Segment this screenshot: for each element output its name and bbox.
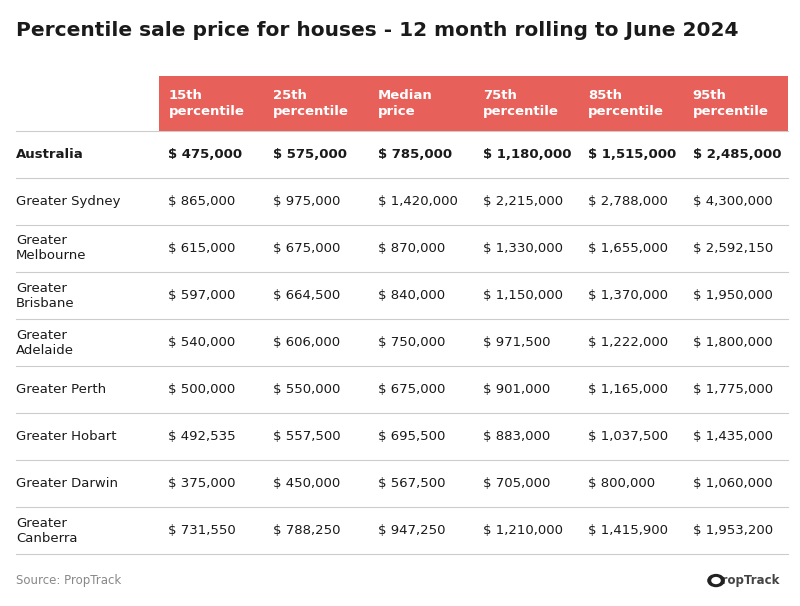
Text: Greater Sydney: Greater Sydney [16,195,121,208]
Text: $ 883,000: $ 883,000 [483,430,550,444]
Text: $ 901,000: $ 901,000 [483,383,550,396]
Text: $ 1,415,900: $ 1,415,900 [588,524,668,538]
Text: $ 785,000: $ 785,000 [378,148,452,161]
Text: $ 675,000: $ 675,000 [378,383,446,396]
Text: $ 615,000: $ 615,000 [169,242,236,255]
Text: $ 1,420,000: $ 1,420,000 [378,195,458,208]
Text: PropTrack: PropTrack [714,574,780,587]
Text: $ 1,655,000: $ 1,655,000 [588,242,668,255]
Text: $ 475,000: $ 475,000 [169,148,242,161]
Text: $ 975,000: $ 975,000 [274,195,341,208]
Text: $ 840,000: $ 840,000 [378,289,446,302]
Text: $ 1,222,000: $ 1,222,000 [588,336,668,349]
Text: $ 705,000: $ 705,000 [483,478,550,490]
Text: $ 865,000: $ 865,000 [169,195,236,208]
Text: $ 800,000: $ 800,000 [588,478,655,490]
Text: $ 870,000: $ 870,000 [378,242,446,255]
Text: $ 1,060,000: $ 1,060,000 [693,478,773,490]
Text: 85th
percentile: 85th percentile [588,88,664,118]
Text: $ 750,000: $ 750,000 [378,336,446,349]
Text: $ 492,535: $ 492,535 [169,430,236,444]
Text: $ 1,037,500: $ 1,037,500 [588,430,668,444]
Text: $ 1,950,000: $ 1,950,000 [693,289,773,302]
Text: $ 947,250: $ 947,250 [378,524,446,538]
Text: $ 557,500: $ 557,500 [274,430,341,444]
Text: $ 2,485,000: $ 2,485,000 [693,148,782,161]
Text: $ 1,515,000: $ 1,515,000 [588,148,676,161]
Text: $ 1,800,000: $ 1,800,000 [693,336,773,349]
Text: $ 1,953,200: $ 1,953,200 [693,524,773,538]
Circle shape [711,577,721,584]
Text: $ 450,000: $ 450,000 [274,478,341,490]
Text: $ 1,210,000: $ 1,210,000 [483,524,563,538]
Text: Greater
Canberra: Greater Canberra [16,517,78,545]
Text: $ 971,500: $ 971,500 [483,336,550,349]
Text: Greater
Adelaide: Greater Adelaide [16,328,74,357]
Text: Greater Hobart: Greater Hobart [16,430,117,444]
Text: Greater
Brisbane: Greater Brisbane [16,282,74,310]
Text: Greater
Melbourne: Greater Melbourne [16,235,86,262]
Text: $ 500,000: $ 500,000 [169,383,236,396]
Text: $ 606,000: $ 606,000 [274,336,341,349]
Text: $ 4,300,000: $ 4,300,000 [693,195,773,208]
Text: 25th
percentile: 25th percentile [274,88,349,118]
Text: $ 2,592,150: $ 2,592,150 [693,242,773,255]
Text: Greater Perth: Greater Perth [16,383,106,396]
Text: $ 550,000: $ 550,000 [274,383,341,396]
Text: $ 675,000: $ 675,000 [274,242,341,255]
Text: $ 1,165,000: $ 1,165,000 [588,383,668,396]
Text: 95th
percentile: 95th percentile [693,88,769,118]
Text: $ 1,330,000: $ 1,330,000 [483,242,563,255]
Text: $ 1,180,000: $ 1,180,000 [483,148,571,161]
Circle shape [707,574,725,587]
Bar [159,76,788,131]
Text: 15th
percentile: 15th percentile [169,88,244,118]
Text: $ 2,788,000: $ 2,788,000 [588,195,668,208]
Text: $ 1,370,000: $ 1,370,000 [588,289,668,302]
Text: 75th
percentile: 75th percentile [483,88,559,118]
Text: $ 1,775,000: $ 1,775,000 [693,383,773,396]
Text: Greater Darwin: Greater Darwin [16,478,118,490]
Text: $ 540,000: $ 540,000 [169,336,236,349]
Text: Source: PropTrack: Source: PropTrack [16,574,122,587]
Text: $ 2,215,000: $ 2,215,000 [483,195,563,208]
Text: $ 375,000: $ 375,000 [169,478,236,490]
Text: $ 731,550: $ 731,550 [169,524,236,538]
Text: $ 575,000: $ 575,000 [274,148,347,161]
Text: Median
price: Median price [378,88,433,118]
Text: $ 1,150,000: $ 1,150,000 [483,289,563,302]
Text: $ 597,000: $ 597,000 [169,289,236,302]
Text: Percentile sale price for houses - 12 month rolling to June 2024: Percentile sale price for houses - 12 mo… [16,21,738,40]
Text: $ 695,500: $ 695,500 [378,430,446,444]
Text: Australia: Australia [16,148,84,161]
Text: $ 788,250: $ 788,250 [274,524,341,538]
Text: $ 664,500: $ 664,500 [274,289,341,302]
Text: $ 1,435,000: $ 1,435,000 [693,430,773,444]
Text: $ 567,500: $ 567,500 [378,478,446,490]
